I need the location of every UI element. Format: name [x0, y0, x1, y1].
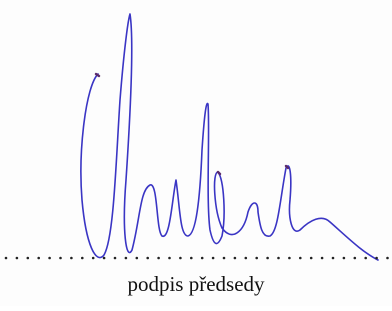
signature-block: podpis předsedy — [0, 0, 392, 306]
paper — [0, 0, 392, 306]
signature-label: podpis předsedy — [127, 272, 265, 296]
